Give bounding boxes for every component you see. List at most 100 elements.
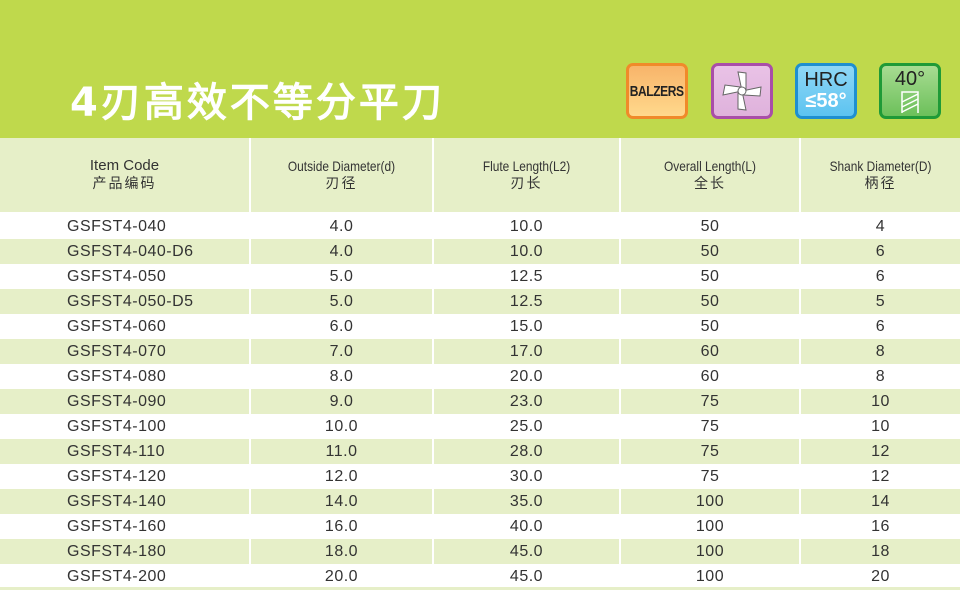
table-row: GSFST4-090 9.0 23.0 75 10: [0, 389, 960, 414]
title-banner: 4刃高效不等分平刀 BALZERS HRC ≤58° 40°: [0, 0, 960, 138]
cell-item-code: GSFST4-200: [0, 564, 251, 589]
table-row: GSFST4-120 12.0 30.0 75 12: [0, 464, 960, 489]
flute-badge: [711, 63, 773, 119]
cell-overall-length: 100: [620, 564, 801, 589]
cell-outside-diameter: 5.0: [250, 289, 434, 314]
cell-shank-diameter: 8: [800, 339, 960, 364]
cell-item-code: GSFST4-040-D6: [0, 239, 251, 264]
cell-outside-diameter: 7.0: [250, 339, 434, 364]
page-title: 4刃高效不等分平刀: [70, 80, 445, 126]
cell-outside-diameter: 12.0: [250, 464, 434, 489]
helix-angle-value: 40°: [894, 68, 926, 90]
helix-angle-badge: 40°: [879, 63, 941, 119]
cell-flute-length: 45.0: [433, 564, 621, 589]
cell-flute-length: 40.0: [433, 514, 621, 539]
cell-outside-diameter: 16.0: [250, 514, 434, 539]
coating-label: BALZERS: [630, 82, 684, 100]
cell-flute-length: 25.0: [433, 414, 621, 439]
cell-flute-length: 15.0: [433, 314, 621, 339]
cell-item-code: GSFST4-080: [0, 364, 251, 389]
cell-outside-diameter: 9.0: [250, 389, 434, 414]
cell-outside-diameter: 6.0: [250, 314, 434, 339]
table-row: GSFST4-080 8.0 20.0 60 8: [0, 364, 960, 389]
cell-flute-length: 28.0: [433, 439, 621, 464]
cell-shank-diameter: 10: [871, 417, 890, 435]
table-row: GSFST4-070 7.0 17.0 60 8: [0, 339, 960, 364]
cell-outside-diameter: 18.0: [250, 539, 434, 564]
table-row: GSFST4-160 16.0 40.0 100 16: [0, 514, 960, 539]
cell-item-code: GSFST4-070: [0, 339, 251, 364]
cell-outside-diameter: 4.0: [250, 213, 434, 239]
cell-shank-diameter: 8: [875, 367, 886, 385]
table-header-row: Item Code 产品编码 Outside Diameter(d) 刃径 Flut…: [0, 138, 960, 214]
table-row: GSFST4-050-D5 5.0 12.5 50 5: [0, 289, 960, 314]
cell-outside-diameter: 20.0: [250, 564, 434, 589]
cell-outside-diameter: 4.0: [250, 239, 434, 264]
cell-item-code: GSFST4-120: [0, 464, 251, 489]
cell-flute-length: 23.0: [433, 389, 621, 414]
cell-shank-diameter: 20: [871, 567, 890, 585]
cell-flute-length: 30.0: [433, 464, 621, 489]
cell-shank-diameter: 5: [800, 289, 960, 314]
cell-outside-diameter: 5.0: [250, 264, 434, 289]
table-row: GSFST4-100 10.0 25.0 75 10: [0, 414, 960, 439]
table-row: GSFST4-040 4.0 10.0 50 4: [0, 213, 960, 239]
cell-shank-diameter: 16: [871, 517, 890, 535]
cell-shank-diameter: 18: [800, 539, 960, 564]
cell-flute-length: 12.5: [433, 289, 621, 314]
cell-item-code: GSFST4-060: [0, 314, 251, 339]
cell-shank-diameter: 4: [875, 217, 886, 235]
cell-item-code: GSFST4-050: [0, 264, 251, 289]
hrc-label: HRC: [804, 69, 848, 91]
product-spec-table: Item Code 产品编码 Outside Diameter(d) 刃径 Flut…: [0, 138, 960, 589]
cell-item-code: GSFST4-050-D5: [0, 289, 251, 314]
cell-overall-length: 75: [620, 464, 801, 489]
cell-shank-diameter: 12: [871, 467, 890, 485]
hrc-badge: HRC ≤58°: [795, 63, 857, 119]
cell-overall-length: 50: [620, 264, 801, 289]
cell-item-code: GSFST4-100: [0, 414, 251, 439]
cell-item-code: GSFST4-090: [0, 389, 251, 414]
table-row: GSFST4-040-D6 4.0 10.0 50 6: [0, 239, 960, 264]
cell-flute-length: 35.0: [433, 489, 621, 514]
cell-overall-length: 50: [620, 314, 801, 339]
cell-overall-length: 75: [620, 414, 801, 439]
cell-item-code: GSFST4-180: [0, 539, 251, 564]
cell-overall-length: 60: [620, 339, 801, 364]
cell-overall-length: 75: [620, 389, 801, 414]
cell-overall-length: 75: [620, 439, 801, 464]
unequal-flute-icon: [722, 71, 762, 111]
coating-badge: BALZERS: [626, 63, 688, 119]
cell-overall-length: 100: [620, 489, 801, 514]
cell-flute-length: 10.0: [433, 213, 621, 239]
cell-item-code: GSFST4-040: [0, 213, 251, 239]
table-row: GSFST4-060 6.0 15.0 50 6: [0, 314, 960, 339]
table-row: GSFST4-050 5.0 12.5 50 6: [0, 264, 960, 289]
cell-shank-diameter: 6: [800, 239, 960, 264]
table-row: GSFST4-110 11.0 28.0 75 12: [0, 439, 960, 464]
hrc-value: ≤58°: [805, 90, 847, 112]
table-row: GSFST4-140 14.0 35.0 100 14: [0, 489, 960, 514]
bottom-strip: [0, 587, 960, 590]
cell-item-code: GSFST4-110: [0, 439, 251, 464]
cell-overall-length: 100: [620, 514, 801, 539]
table-row: GSFST4-200 20.0 45.0 100 20: [0, 564, 960, 589]
cell-overall-length: 50: [620, 289, 801, 314]
cell-shank-diameter: 14: [800, 489, 960, 514]
cell-shank-diameter: 10: [800, 389, 960, 414]
header-flute-length: Flute Length(L2) 刃长: [433, 138, 621, 214]
cell-outside-diameter: 8.0: [250, 364, 434, 389]
header-outside-diameter: Outside Diameter(d) 刃径: [250, 138, 434, 214]
cell-flute-length: 12.5: [433, 264, 621, 289]
header-overall-length: Overall Length(L) 全长: [620, 138, 801, 214]
cell-outside-diameter: 11.0: [250, 439, 434, 464]
cell-item-code: GSFST4-160: [0, 514, 251, 539]
cell-overall-length: 50: [620, 213, 801, 239]
cell-flute-length: 10.0: [433, 239, 621, 264]
cell-overall-length: 100: [620, 539, 801, 564]
cell-shank-diameter: 12: [800, 439, 960, 464]
cell-flute-length: 20.0: [433, 364, 621, 389]
cell-item-code: GSFST4-140: [0, 489, 251, 514]
cell-overall-length: 60: [620, 364, 801, 389]
header-shank-diameter: Shank Diameter(D) 柄径: [800, 138, 960, 214]
